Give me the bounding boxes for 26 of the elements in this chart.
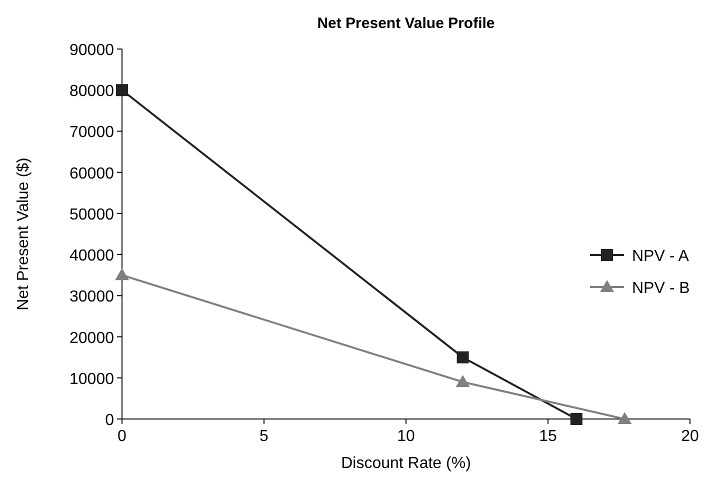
x-tick-label: 5: [260, 428, 269, 445]
x-axis-title: Discount Rate (%): [341, 455, 471, 472]
y-tick-label: 10000: [70, 370, 114, 388]
point: [115, 268, 129, 280]
y-tick-label: 0: [105, 412, 114, 429]
chart-title: Net Present Value Profile: [317, 15, 495, 32]
point: [116, 84, 128, 96]
y-tick-label: 70000: [70, 124, 114, 142]
x-tick-label: 10: [397, 428, 415, 445]
legend-label: NPV - B: [632, 280, 690, 297]
legend-label: NPV - A: [632, 248, 690, 265]
y-tick-label: 80000: [70, 83, 114, 100]
y-axis-title: Net Present Value ($): [15, 158, 32, 310]
point: [618, 412, 632, 424]
y-tick-label: 60000: [70, 165, 114, 182]
y-tick-label: 90000: [70, 42, 114, 59]
x-tick-label: 15: [539, 428, 557, 445]
y-tick-label: 30000: [70, 288, 114, 306]
y-tick-label: 20000: [70, 330, 114, 347]
x-tick-label: 20: [681, 428, 699, 445]
point: [456, 375, 470, 387]
y-tick-label: 40000: [70, 248, 114, 265]
point: [456, 351, 469, 364]
y-tick-label: 50000: [70, 206, 114, 224]
point: [570, 413, 582, 425]
x-tick-label: 0: [118, 428, 127, 445]
